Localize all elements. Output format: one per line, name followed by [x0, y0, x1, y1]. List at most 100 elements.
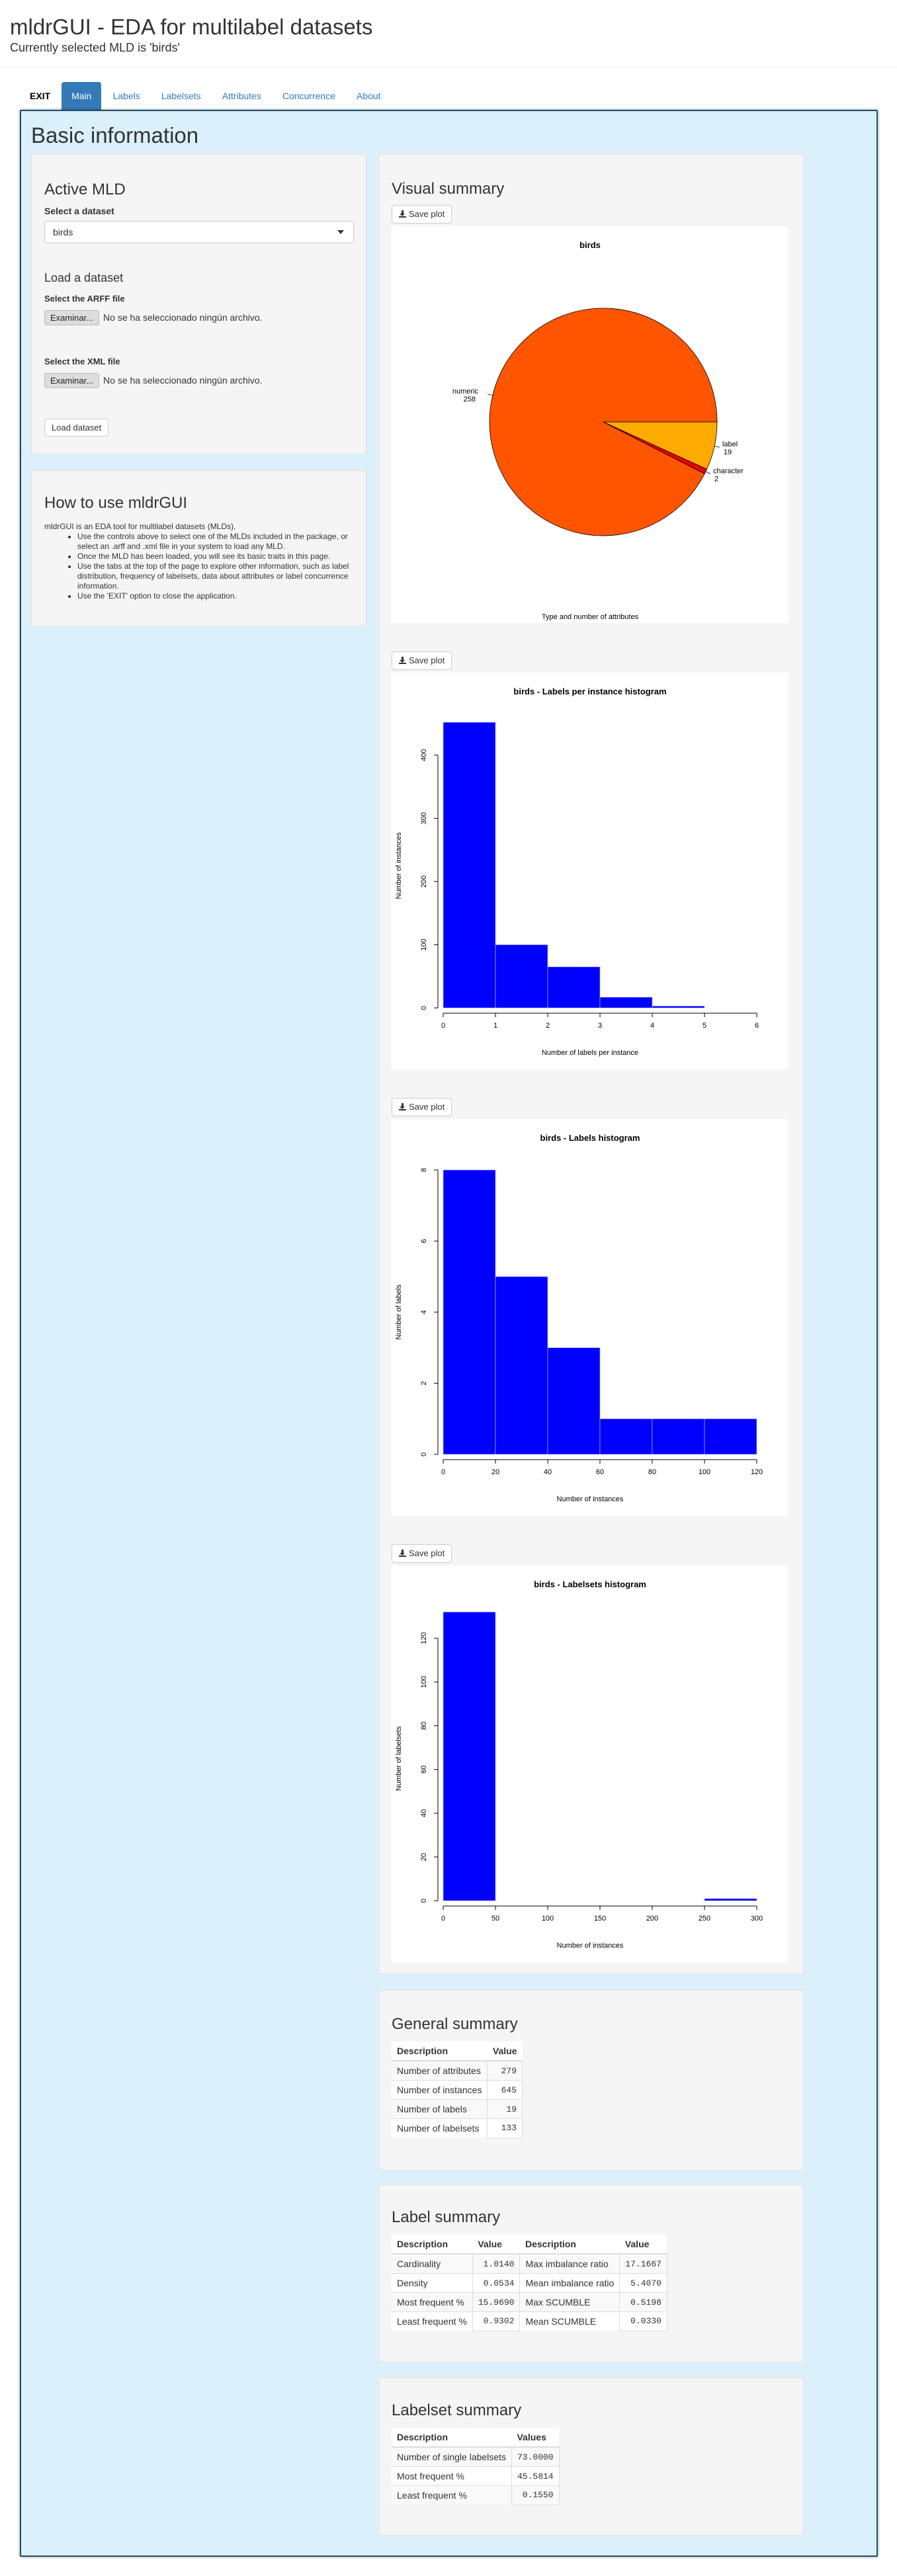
page-title: Basic information — [31, 123, 199, 147]
y-tick-label: 400 — [420, 749, 428, 761]
load-dataset-title: Load a dataset — [44, 271, 124, 284]
chart-y-label: Number of instances — [395, 832, 403, 899]
histogram-bar — [704, 1418, 757, 1455]
labelset-summary-table: Description Values Number of single labels… — [392, 2428, 560, 2505]
x-tick-label: 300 — [751, 1915, 763, 1923]
table-row: Number of instances 645 — [392, 2080, 523, 2100]
save-plot-button-2[interactable]: Save plot — [392, 651, 452, 670]
dataset-select-label: Select a dataset — [44, 206, 114, 216]
howto-item: Once the MLD has been loaded, you will s… — [77, 552, 355, 561]
arff-file-input: Examinar... No se ha seleccionado ningún … — [44, 310, 263, 325]
x-tick-label: 50 — [491, 1915, 499, 1923]
tab-attributes[interactable]: Attributes — [222, 91, 261, 101]
table-row: Cardinality 1.0140 Max imbalance ratio 17.1… — [392, 2253, 667, 2274]
histogram-bar — [443, 1612, 496, 1901]
table-cell-description: Density — [392, 2273, 473, 2293]
tab-labelsets[interactable]: Labelsets — [161, 91, 201, 101]
table-header: Description — [392, 2042, 488, 2061]
x-tick-label: 5 — [703, 1022, 706, 1030]
pie-leader-character — [705, 471, 711, 474]
y-tick-label: 0 — [420, 1006, 428, 1010]
table-row: Density 0.0534 Mean imbalance ratio 5.4070 — [392, 2273, 667, 2293]
table-row: Number of labelsets 133 — [392, 2118, 523, 2138]
pie-leader-label — [714, 446, 720, 448]
table-row: Number of single labelsets 73.0000 — [392, 2446, 560, 2467]
table-cell-value: 45.5814 — [511, 2466, 560, 2486]
table-cell-description: Least frequent % — [392, 2485, 512, 2505]
save-plot-button-4[interactable]: Save plot — [392, 1544, 452, 1563]
table-row: Number of labels 19 — [392, 2099, 523, 2119]
x-tick-label: 3 — [598, 1022, 602, 1030]
y-tick-label: 120 — [420, 1632, 428, 1644]
x-tick-label: 2 — [546, 1022, 550, 1030]
howto-list: Use the controls above to select one of … — [77, 532, 355, 601]
table-row: Least frequent % 0.1550 — [392, 2485, 560, 2505]
howto-intro: mldrGUI is an EDA tool for multilabel da… — [44, 522, 236, 531]
pie-slice-label — [603, 421, 718, 470]
labels-per-instance-histogram: birds - Labels per instance histogram 0 1 2… — [392, 673, 789, 1069]
histogram-bar — [599, 1418, 653, 1455]
tab-exit[interactable]: EXIT — [30, 91, 51, 101]
save-plot-label: Save plot — [409, 1102, 445, 1112]
chart-x-label: Number of instances — [557, 1942, 624, 1950]
table-cell-value: 73.0000 — [511, 2446, 560, 2467]
general-summary-title: General summary — [392, 2015, 518, 2033]
y-tick-label: 40 — [420, 1809, 428, 1817]
tab-main[interactable]: Main — [62, 82, 102, 110]
pie-label-value: 19 — [724, 448, 732, 456]
main-tabs: EXIT Main Labels Labelsets Attributes Co… — [20, 82, 391, 110]
histogram-bar — [443, 722, 496, 1009]
label-summary-panel: Label summary Description Value Descriptio… — [378, 2184, 804, 2362]
download-icon — [399, 210, 406, 218]
arff-file-status: No se ha seleccionado ningún archivo. — [103, 312, 263, 323]
y-tick-label: 8 — [420, 1168, 428, 1172]
chart-title: birds - Labels histogram — [540, 1133, 640, 1143]
table-cell-description: Max imbalance ratio — [519, 2253, 620, 2274]
x-tick-label: 40 — [544, 1468, 552, 1476]
histogram-bar — [547, 966, 601, 1009]
tab-about[interactable]: About — [356, 91, 381, 101]
chart-title: birds - Labels per instance histogram — [513, 686, 666, 696]
table-cell-description: Number of instances — [392, 2080, 488, 2100]
download-icon — [399, 1103, 406, 1110]
tab-concurrence[interactable]: Concurrence — [282, 91, 335, 101]
tab-labels[interactable]: Labels — [112, 91, 140, 101]
active-mld-title: Active MLD — [44, 181, 126, 198]
y-tick-label: 2 — [420, 1381, 428, 1385]
xml-browse-button[interactable]: Examinar... — [44, 373, 100, 388]
table-cell-description: Number of labelsets — [392, 2118, 488, 2138]
y-tick-label: 20 — [420, 1853, 428, 1861]
histogram-bar — [495, 944, 548, 1009]
xml-file-input: Examinar... No se ha seleccionado ningún … — [44, 373, 263, 388]
table-cell-description: Most frequent % — [392, 2292, 473, 2312]
table-cell-value: 17.1667 — [619, 2253, 667, 2274]
x-tick-label: 0 — [441, 1915, 445, 1923]
x-tick-label: 0 — [441, 1468, 445, 1476]
x-tick-label: 1 — [493, 1022, 497, 1030]
histogram-bar — [495, 1276, 548, 1455]
save-plot-button-3[interactable]: Save plot — [392, 1098, 452, 1116]
save-plot-label: Save plot — [409, 655, 445, 665]
load-dataset-button[interactable]: Load dataset — [44, 419, 109, 436]
x-tick-label: 100 — [699, 1468, 710, 1476]
table-cell-value: 0.0330 — [619, 2311, 667, 2331]
x-tick-label: 60 — [596, 1468, 604, 1476]
table-cell-value: 645 — [487, 2080, 523, 2100]
dataset-select[interactable]: birds — [44, 221, 354, 243]
save-plot-button-1[interactable]: Save plot — [392, 205, 452, 224]
x-tick-label: 150 — [594, 1915, 606, 1923]
table-cell-value: 5.4070 — [619, 2273, 667, 2293]
chart-x-label: Type and number of attributes — [542, 613, 639, 621]
howto-item: Use the controls above to select one of … — [77, 532, 355, 552]
chart-y-label: Number of labels — [395, 1284, 403, 1340]
table-cell-description: Mean imbalance ratio — [519, 2273, 620, 2293]
arff-browse-button[interactable]: Examinar... — [44, 310, 100, 325]
download-icon — [399, 1550, 406, 1557]
y-tick-label: 200 — [420, 876, 428, 888]
howto-panel: How to use mldrGUI mldrGUI is an EDA too… — [31, 470, 366, 626]
labelset-summary-panel: Labelset summary Description Values Number… — [378, 2377, 804, 2536]
dataset-select-value: birds — [53, 227, 73, 237]
label-summary-table: Description Value Description Value Cardinal… — [392, 2235, 667, 2331]
chart-x-label: Number of labels per instance — [542, 1049, 638, 1057]
